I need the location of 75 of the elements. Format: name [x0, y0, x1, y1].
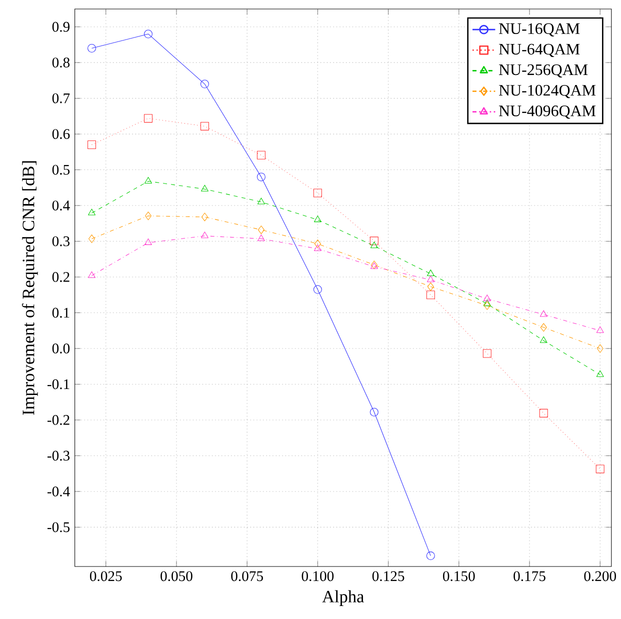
point [540, 322, 547, 332]
y-tick-label: 0.4 [52, 200, 70, 210]
y-tick-label: -0.3 [47, 450, 70, 460]
y-tick-label: 0.3 [52, 236, 70, 246]
point [256, 172, 266, 182]
point [596, 370, 604, 377]
point [426, 290, 435, 299]
point [256, 150, 266, 160]
point [200, 80, 209, 88]
point [426, 551, 435, 560]
y-tick-label: -0.1 [47, 379, 70, 390]
point [88, 140, 96, 149]
point [314, 215, 322, 222]
point [370, 408, 378, 416]
point [313, 285, 322, 294]
y-tick-label: -0.2 [47, 414, 70, 425]
point [596, 464, 604, 474]
y-tick-label: -0.4 [47, 486, 70, 496]
legend-label: NU-64QAM [498, 44, 580, 57]
point [539, 408, 548, 418]
point [144, 114, 152, 122]
point [426, 269, 434, 276]
point [427, 282, 434, 291]
y-tick-label: 0.2 [52, 272, 70, 282]
point [482, 349, 492, 358]
point [313, 188, 322, 198]
point [370, 241, 378, 248]
x-tick-label: 0.175 [514, 571, 546, 581]
point [370, 236, 378, 245]
point [483, 299, 491, 306]
point [426, 275, 434, 282]
x-tick-label: 0.100 [302, 571, 334, 581]
legend-label: NU-1024QAM [498, 84, 596, 98]
point [596, 344, 604, 353]
x-axis-title: Alpha [322, 590, 364, 606]
point [257, 234, 265, 241]
point [88, 44, 96, 52]
x-tick-label: 0.200 [584, 571, 616, 581]
y-tick-label: 0.5 [52, 164, 70, 175]
point [257, 198, 265, 204]
x-tick-label: 0.075 [231, 571, 263, 581]
point [314, 239, 321, 248]
point [88, 208, 96, 216]
legend-label: NU-16QAM [498, 23, 580, 36]
point [540, 336, 548, 343]
point [483, 294, 491, 301]
point [200, 122, 209, 130]
point [484, 301, 490, 310]
y-axis-title: Improvement of Required CNR [dB] [22, 161, 38, 415]
y-tick-label: 0.8 [52, 57, 70, 68]
x-tick-label: 0.050 [160, 571, 192, 581]
point [144, 238, 152, 245]
x-tick-label: 0.025 [90, 571, 122, 581]
y-tick-label: 0.7 [52, 93, 70, 104]
y-tick-label: 0.0 [52, 343, 70, 354]
point [258, 225, 264, 234]
point [144, 30, 152, 38]
point [201, 231, 208, 238]
point [144, 211, 152, 220]
y-tick-label: 0.9 [52, 22, 70, 32]
legend-label: NU-256QAM [498, 64, 588, 78]
y-tick-label: 0.1 [52, 308, 70, 318]
x-tick-label: 0.125 [372, 571, 404, 581]
x-tick-label: 0.150 [443, 571, 475, 581]
point [201, 184, 208, 192]
y-tick-label: 0.6 [52, 128, 70, 139]
point [314, 244, 322, 251]
legend-label: NU-4096QAM [498, 105, 596, 119]
point [201, 212, 208, 222]
point [540, 310, 548, 317]
point [88, 234, 96, 243]
y-tick-label: -0.5 [47, 522, 70, 532]
point [88, 271, 96, 278]
point [144, 176, 152, 184]
point [596, 326, 604, 333]
